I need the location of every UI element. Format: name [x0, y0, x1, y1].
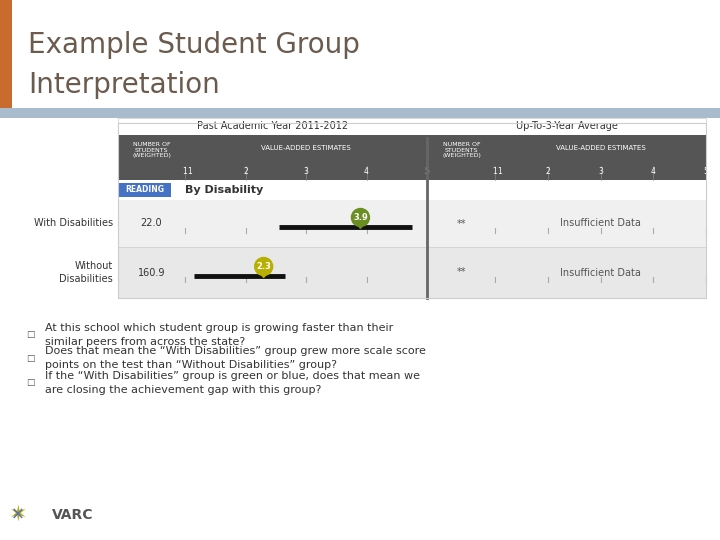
Text: By Disability: By Disability — [185, 185, 264, 195]
Text: 5: 5 — [703, 167, 708, 177]
Text: 160.9: 160.9 — [138, 267, 166, 278]
Polygon shape — [260, 273, 268, 278]
Text: Does that mean the “With Disabilities” group grew more scale score
points on the: Does that mean the “With Disabilities” g… — [45, 346, 426, 369]
Text: 4: 4 — [651, 167, 656, 177]
FancyBboxPatch shape — [118, 200, 706, 247]
FancyBboxPatch shape — [118, 247, 706, 298]
FancyBboxPatch shape — [118, 165, 706, 180]
Text: NUMBER OF
STUDENTS
(WEIGHTED): NUMBER OF STUDENTS (WEIGHTED) — [442, 141, 481, 158]
Text: Interpretation: Interpretation — [28, 71, 220, 99]
Text: Without
Disabilities: Without Disabilities — [59, 261, 113, 284]
FancyBboxPatch shape — [0, 108, 720, 118]
Text: 1: 1 — [498, 167, 503, 177]
Text: Example Student Group: Example Student Group — [28, 31, 360, 59]
Text: VALUE-ADDED ESTIMATES: VALUE-ADDED ESTIMATES — [261, 145, 351, 151]
Text: 2: 2 — [243, 167, 248, 177]
Text: **: ** — [456, 219, 467, 228]
FancyBboxPatch shape — [0, 0, 12, 108]
FancyBboxPatch shape — [118, 135, 706, 165]
Text: Insufficient Data: Insufficient Data — [560, 267, 641, 278]
Text: 4: 4 — [364, 167, 369, 177]
Text: Up-To-3-Year Average: Up-To-3-Year Average — [516, 121, 618, 131]
Text: NUMBER OF
STUDENTS
(WEIGHTED): NUMBER OF STUDENTS (WEIGHTED) — [132, 141, 171, 158]
Text: 22.0: 22.0 — [140, 219, 162, 228]
Text: □: □ — [26, 330, 35, 340]
Text: 1: 1 — [183, 167, 187, 177]
Text: At this school which student group is growing faster than their
similar peers fr: At this school which student group is gr… — [45, 323, 393, 347]
FancyBboxPatch shape — [118, 180, 706, 200]
Text: 3: 3 — [598, 167, 603, 177]
FancyBboxPatch shape — [118, 118, 706, 135]
Circle shape — [255, 258, 273, 275]
Text: ✶: ✶ — [9, 505, 27, 525]
Text: 3.9: 3.9 — [353, 213, 368, 222]
Text: Insufficient Data: Insufficient Data — [560, 219, 641, 228]
Text: If the “With Disabilities” group is green or blue, does that mean we
are closing: If the “With Disabilities” group is gree… — [45, 372, 420, 395]
Text: □: □ — [26, 354, 35, 362]
Text: With Disabilities: With Disabilities — [34, 219, 113, 228]
Text: 5: 5 — [425, 167, 429, 177]
Circle shape — [351, 208, 369, 226]
Text: 1: 1 — [188, 167, 192, 177]
Text: ×: × — [11, 506, 25, 524]
Text: 2: 2 — [545, 167, 550, 177]
FancyBboxPatch shape — [119, 183, 171, 197]
Text: VALUE-ADDED ESTIMATES: VALUE-ADDED ESTIMATES — [556, 145, 645, 151]
Polygon shape — [356, 224, 364, 228]
Text: **: ** — [456, 267, 467, 278]
FancyBboxPatch shape — [0, 0, 720, 108]
Text: VARC: VARC — [52, 508, 94, 522]
Text: Past Academic Year 2011-2012: Past Academic Year 2011-2012 — [197, 121, 348, 131]
Text: □: □ — [26, 379, 35, 388]
Text: 2.3: 2.3 — [256, 262, 271, 271]
Text: 1: 1 — [492, 167, 498, 177]
Text: 3: 3 — [304, 167, 308, 177]
Text: READING: READING — [125, 186, 164, 194]
